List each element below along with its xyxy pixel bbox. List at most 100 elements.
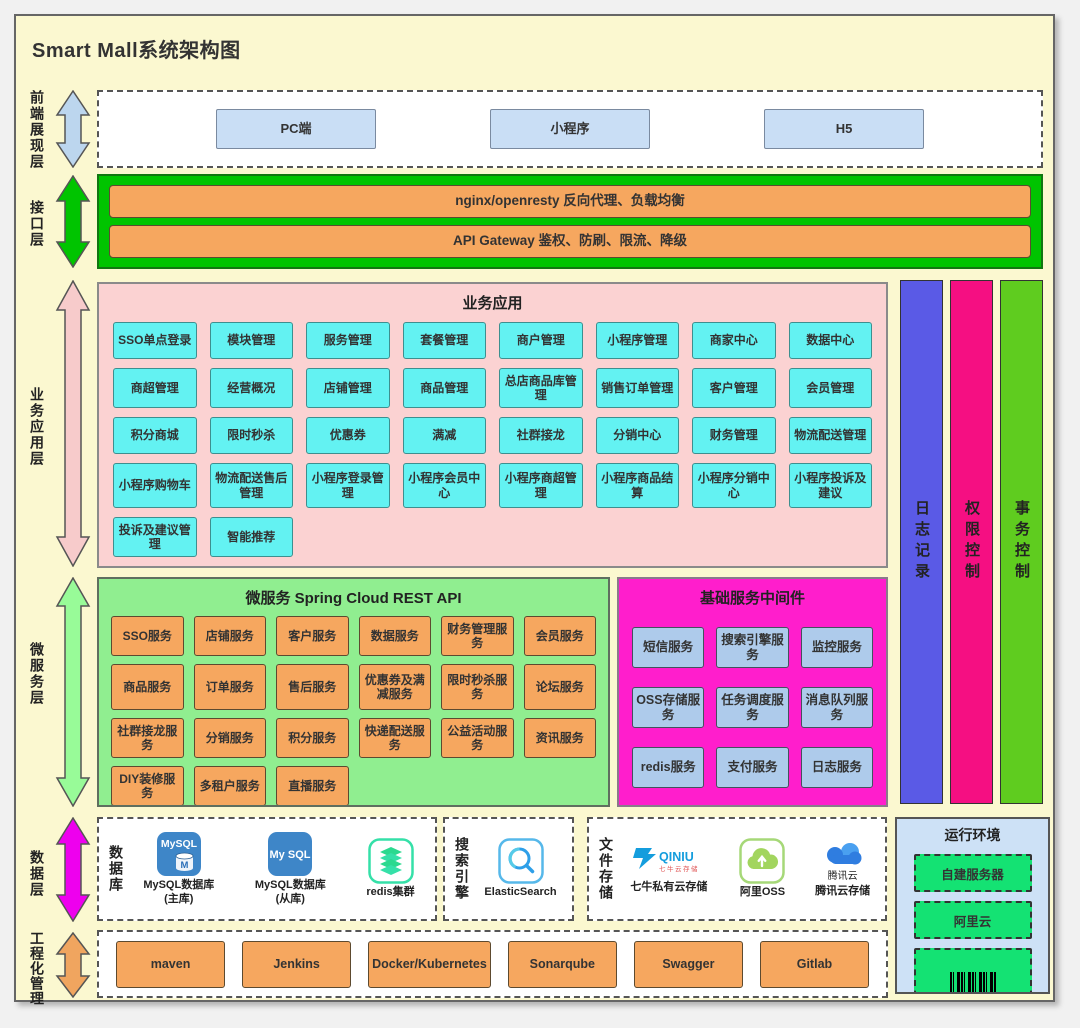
runtime-node-clipped <box>913 948 1032 992</box>
layer-label-gateway: 接口层 <box>29 200 45 248</box>
engineering-arrow-icon <box>55 932 91 998</box>
barcode-watermark <box>949 972 996 992</box>
vertical-bar-logging: 日志记录 <box>900 280 943 804</box>
layer-label-frontend: 前端展现层 <box>29 90 45 170</box>
database-group-box: 数据库 MySQL M MySQL数据库 (主库) My SQL MySQ <box>97 817 437 921</box>
app-node: 小程序商品结算 <box>595 463 679 508</box>
middleware-node: 搜索引擎服务 <box>716 627 789 668</box>
service-node: 分销服务 <box>193 718 266 758</box>
middleware-node: 监控服务 <box>800 627 873 668</box>
elasticsearch-label: ElasticSearch <box>484 886 557 899</box>
svg-text:QINIU: QINIU <box>659 850 694 864</box>
app-node: 物流配送售后管理 <box>209 463 293 508</box>
service-node: 财务管理服务 <box>441 616 514 656</box>
runtime-node-selfhosted: 自建服务器 <box>913 854 1032 892</box>
app-node: 商家中心 <box>692 322 776 359</box>
microservices-row-3: 社群接龙服务 分销服务 积分服务 快递配送服务 公益活动服务 资讯服务 <box>99 718 608 758</box>
app-node: 销售订单管理 <box>595 368 679 408</box>
app-node: 积分商城 <box>113 417 197 454</box>
frontend-node-pc: PC端 <box>216 109 376 149</box>
runtime-panel-title: 运行环境 <box>944 827 1001 843</box>
app-node: 小程序商超管理 <box>499 463 583 508</box>
app-node: 限时秒杀 <box>209 417 293 454</box>
middleware-node: 短信服务 <box>632 627 705 668</box>
gateway-layer-box: nginx/openresty 反向代理、负载均衡 API Gateway 鉴权… <box>97 174 1043 269</box>
app-node: 小程序购物车 <box>113 463 197 508</box>
database-group-title: 数据库 <box>108 845 124 893</box>
app-node: SSO单点登录 <box>113 322 197 359</box>
mysql-replica-label: MySQL数据库 (从库) <box>254 879 326 905</box>
middleware-node: 任务调度服务 <box>716 687 789 728</box>
microservices-panel-title: 微服务 Spring Cloud REST API <box>245 590 462 607</box>
architecture-diagram-panel: Smart Mall系统架构图 前端展现层 接口层 业务应用层 微服务层 数据层… <box>14 14 1055 1006</box>
mysql-primary-item: MySQL M MySQL数据库 (主库) <box>143 831 214 907</box>
qiniu-label: 七牛私有云存储 <box>630 881 708 894</box>
api-gateway-bar: API Gateway 鉴权、防刷、限流、降级 <box>109 225 1031 258</box>
service-node: 公益活动服务 <box>441 718 514 758</box>
middleware-panel-title: 基础服务中间件 <box>699 590 805 607</box>
app-node: 客户管理 <box>692 368 776 408</box>
layer-label-business: 业务应用层 <box>29 387 45 467</box>
runtime-environment-panel: 运行环境 自建服务器 阿里云 <box>895 817 1050 994</box>
business-row-2: 商超管理 经营概况 店铺管理 商品管理 总店商品库管理 销售订单管理 客户管理 … <box>99 368 886 408</box>
middleware-node: redis服务 <box>632 747 705 788</box>
tool-node-jenkins: Jenkins <box>242 940 352 988</box>
svg-text:My SQL: My SQL <box>270 849 311 861</box>
app-node: 总店商品库管理 <box>499 368 583 408</box>
layer-label-datalayer: 数据层 <box>29 850 45 898</box>
service-node: 快递配送服务 <box>358 718 431 758</box>
app-node: 小程序投诉及建议 <box>788 463 872 508</box>
search-group-title: 搜索引擎 <box>454 837 470 901</box>
mysql-primary-label: MySQL数据库 (主库) <box>143 879 215 905</box>
tencent-cloud-item: 腾讯云 腾讯云存储 <box>815 839 870 899</box>
search-group-box: 搜索引擎 ElasticSearch <box>443 817 574 921</box>
frontend-node-h5: H5 <box>764 109 924 149</box>
app-node: 小程序登录管理 <box>306 463 390 508</box>
microservices-row-1: SSO服务 店铺服务 客户服务 数据服务 财务管理服务 会员服务 <box>99 616 608 656</box>
tool-node-swagger: Swagger <box>633 940 743 988</box>
app-node: 店铺管理 <box>306 368 390 408</box>
app-node: 套餐管理 <box>402 322 486 359</box>
service-node: 直播服务 <box>276 766 349 805</box>
app-node: 会员管理 <box>788 368 872 408</box>
frontend-node-miniprogram: 小程序 <box>490 109 650 149</box>
elasticsearch-item: ElasticSearch <box>484 838 557 900</box>
middleware-row-3: redis服务 支付服务 日志服务 <box>619 747 886 788</box>
service-node: 客户服务 <box>276 616 349 656</box>
tencent-cloud-icon <box>826 842 862 865</box>
tool-node-gitlab: Gitlab <box>759 940 869 988</box>
microservices-layer-arrow-icon <box>55 577 91 807</box>
app-node: 财务管理 <box>692 417 776 454</box>
svg-text:七牛云存储: 七牛云存储 <box>659 864 699 873</box>
storage-group-box: 文件存储 QINIU 七牛云存储 七牛私有云存储 阿里OSS <box>587 817 887 921</box>
app-node: 分销中心 <box>595 417 679 454</box>
service-node: 数据服务 <box>358 616 431 656</box>
app-node: 模块管理 <box>209 322 293 359</box>
middleware-node: 日志服务 <box>800 747 873 788</box>
app-node: 经营概况 <box>209 368 293 408</box>
app-node: 投诉及建议管理 <box>113 517 197 557</box>
layer-label-engineering: 工程化管理 <box>29 930 45 1006</box>
service-node: DIY装修服务 <box>111 766 184 805</box>
mysql-primary-icon: MySQL M <box>156 832 201 877</box>
service-node: 优惠券及满减服务 <box>358 664 431 710</box>
svg-text:M: M <box>180 860 188 871</box>
middleware-node: OSS存储服务 <box>632 687 705 728</box>
mysql-replica-icon: My SQL <box>268 832 313 877</box>
app-node: 小程序管理 <box>595 322 679 359</box>
tool-node-sonarqube: Sonarqube <box>507 940 617 988</box>
tencent-cloud-caption: 腾讯云 <box>827 870 858 882</box>
app-node: 商超管理 <box>113 368 197 408</box>
elasticsearch-icon <box>497 838 544 884</box>
ali-oss-item: 阿里OSS <box>739 838 786 900</box>
frontend-layer-arrow-icon <box>55 90 91 168</box>
business-row-1: SSO单点登录 模块管理 服务管理 套餐管理 商户管理 小程序管理 商家中心 数… <box>99 322 886 359</box>
middleware-panel: 基础服务中间件 短信服务 搜索引擎服务 监控服务 OSS存储服务 任务调度服务 … <box>617 577 888 807</box>
layer-label-microservices: 微服务层 <box>29 642 45 706</box>
middleware-node: 消息队列服务 <box>800 687 873 728</box>
redis-cluster-label: redis集群 <box>366 886 415 899</box>
middleware-row-2: OSS存储服务 任务调度服务 消息队列服务 <box>619 687 886 728</box>
app-node: 优惠券 <box>306 417 390 454</box>
app-node: 物流配送管理 <box>788 417 872 454</box>
service-node: SSO服务 <box>111 616 184 656</box>
